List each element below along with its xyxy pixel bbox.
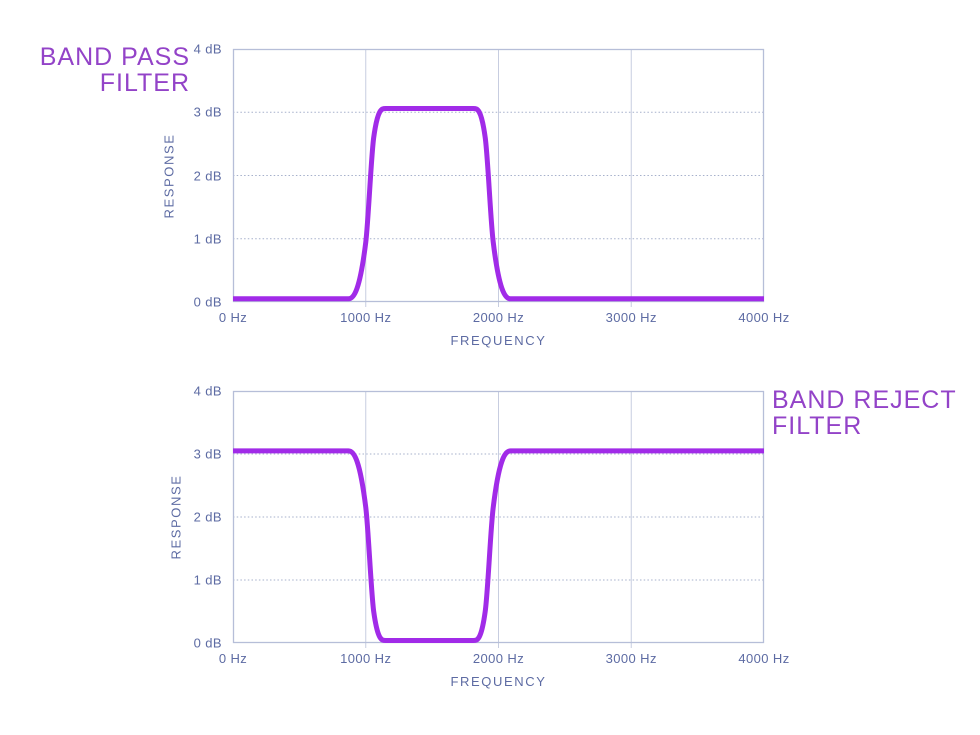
chart-title-line: BAND PASS — [39, 43, 190, 71]
plot-svg — [232, 390, 765, 648]
x-tick-label: 1000 Hz — [340, 310, 392, 325]
x-axis-title: FREQUENCY — [450, 333, 547, 348]
x-tick-label: 4000 Hz — [738, 651, 790, 666]
x-tick-label: 3000 Hz — [605, 310, 657, 325]
plot-area-band-reject: 4 dB 3 dB 2 dB 1 dB 0 dB 0 Hz 1000 Hz 2000 Hz 30… — [194, 384, 790, 667]
chart-title-line: FILTER — [772, 412, 863, 440]
y-tick-label: 4 dB — [193, 41, 222, 57]
x-axis-title: FREQUENCY — [450, 674, 547, 689]
band-pass-response — [233, 105, 765, 302]
y-tick-label: 1 dB — [193, 231, 222, 247]
chart-title-line: FILTER — [99, 69, 190, 97]
y-tick-label: 1 dB — [193, 572, 222, 588]
y-tick-label: 3 dB — [193, 446, 222, 462]
x-tick-label: 2000 Hz — [472, 651, 525, 666]
x-tick-label: 4000 Hz — [738, 310, 790, 325]
chart-title-band-reject: BAND REJECT FILTER — [772, 387, 978, 439]
y-tick-label: 0 dB — [193, 294, 222, 310]
plot-border — [232, 48, 765, 303]
y-axis-title: RESPONSE — [161, 133, 177, 219]
y-axis-title: RESPONSE — [168, 474, 184, 560]
y-tick-label: 3 dB — [193, 104, 222, 120]
y-tick-label: 2 dB — [193, 509, 222, 525]
y-tick-label: 2 dB — [193, 168, 222, 183]
x-tick-label: 3000 Hz — [605, 651, 657, 666]
x-tick-label: 1000 Hz — [340, 651, 392, 666]
x-tick-label: 2000 Hz — [472, 310, 525, 325]
plot-area-band-pass: 4 dB 3 dB 2 dB 1 dB 0 dB 0 Hz 1000 Hz 2000 Hz 30… — [194, 42, 790, 326]
y-tick-label: 0 dB — [193, 635, 222, 651]
chart-title-line: BAND REJECT — [772, 386, 957, 414]
chart-title-band-pass: BAND PASS FILTER — [8, 44, 190, 96]
plot-svg — [232, 48, 765, 307]
plot-border — [232, 390, 765, 644]
x-tick-label: 0 Hz — [218, 651, 248, 666]
y-tick-label: 4 dB — [193, 383, 222, 399]
x-tick-label: 0 Hz — [218, 310, 248, 325]
band-reject-response — [233, 448, 764, 644]
